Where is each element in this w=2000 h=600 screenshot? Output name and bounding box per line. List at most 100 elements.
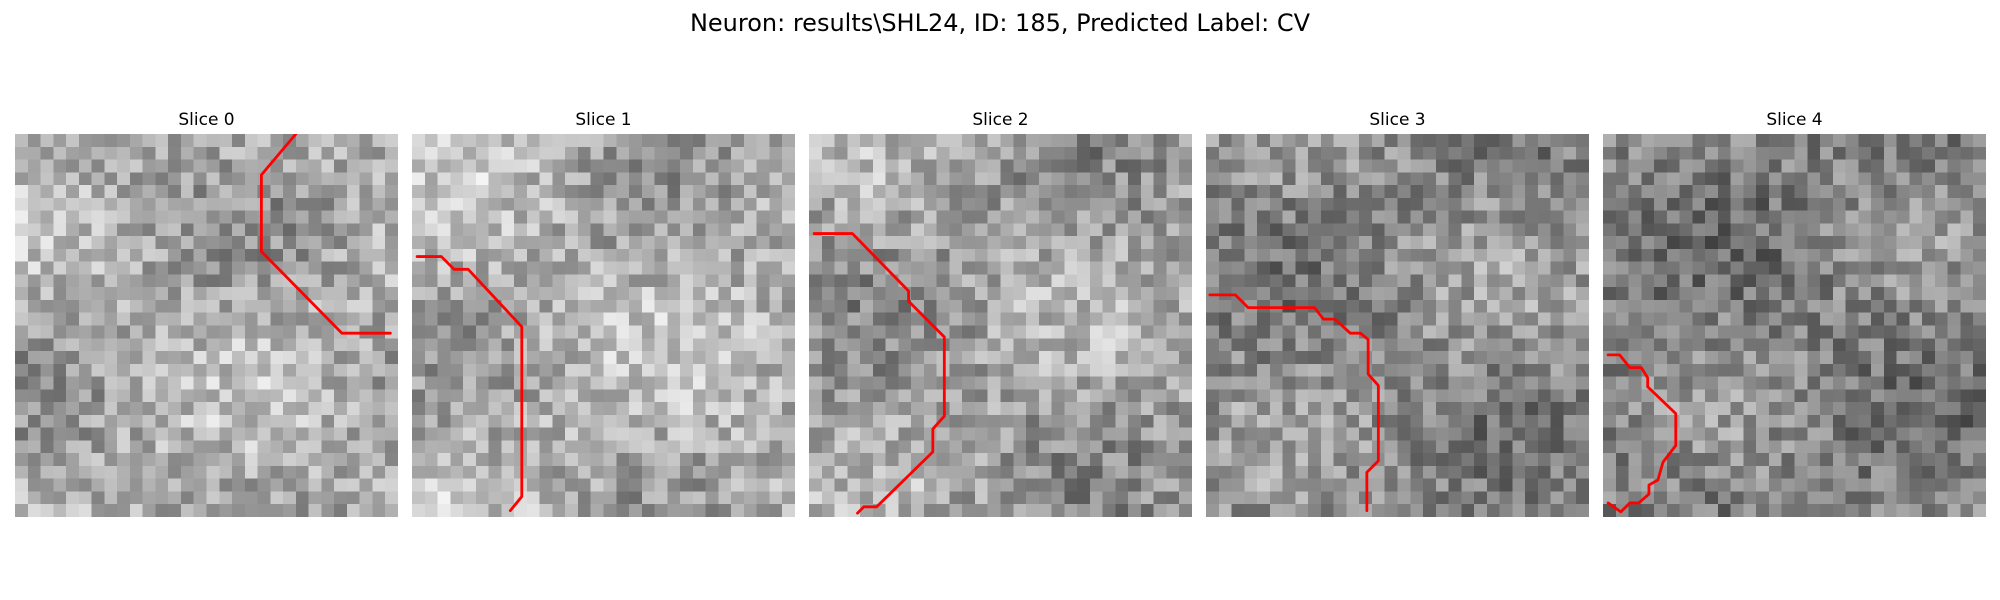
slice-pixel (1295, 414, 1309, 428)
slice-pixel (1371, 134, 1385, 148)
slice-pixel (1679, 338, 1693, 352)
slice-pixel (359, 261, 373, 275)
slice-pixel (1743, 504, 1757, 517)
slice-pixel (1820, 274, 1834, 288)
slice-pixel (1308, 248, 1322, 262)
slice-pixel (756, 389, 770, 403)
slice-pixel (1244, 287, 1258, 301)
slice-pixel (1858, 504, 1872, 517)
slice-pixel (1000, 440, 1014, 454)
slice-pixel (1781, 478, 1795, 492)
slice-pixel (1947, 325, 1961, 339)
slice-title-4: Slice 4 (1766, 110, 1823, 130)
slice-pixel (1960, 223, 1974, 237)
slice-pixel (923, 440, 937, 454)
slice-pixel (782, 236, 795, 250)
slice-pixel (1026, 223, 1040, 237)
slice-pixel (1179, 363, 1192, 377)
slice-pixel (1474, 351, 1488, 365)
slice-pixel (1026, 491, 1040, 505)
slice-pixel (1128, 185, 1142, 199)
slice-pixel (1654, 236, 1668, 250)
slice-pixel (1654, 248, 1668, 262)
slice-pixel (193, 389, 207, 403)
slice-pixel (1794, 223, 1808, 237)
slice-pixel (603, 478, 617, 492)
slice-pixel (232, 325, 246, 339)
slice-pixel (270, 210, 284, 224)
slice-pixel (834, 376, 848, 390)
slice-pixel (1628, 248, 1642, 262)
slice-pixel (949, 325, 963, 339)
slice-pixel (1295, 389, 1309, 403)
slice-pixel (1756, 491, 1770, 505)
slice-pixel (463, 389, 477, 403)
slice-pixel (526, 248, 540, 262)
slice-pixel (372, 210, 386, 224)
slice-pixel (463, 478, 477, 492)
slice-pixel (898, 504, 912, 517)
slice-pixel (577, 376, 591, 390)
slice-pixel (1705, 274, 1719, 288)
slice-pixel (1000, 274, 1014, 288)
slice-pixel (923, 325, 937, 339)
slice-pixel (1000, 261, 1014, 275)
slice-pixel (1615, 223, 1629, 237)
slice-pixel (283, 491, 297, 505)
slice-pixel (872, 223, 886, 237)
slice-pixel (488, 236, 502, 250)
slice-pixel (1013, 402, 1027, 416)
slice-pixel (1282, 172, 1296, 186)
slice-pixel (1064, 185, 1078, 199)
slice-pixel (1499, 210, 1513, 224)
slice-pixel (142, 325, 156, 339)
slice-pixel (1064, 351, 1078, 365)
slice-pixel (40, 299, 54, 313)
slice-pixel (1269, 134, 1283, 148)
slice-pixel (412, 197, 426, 211)
slice-pixel (718, 248, 732, 262)
slice-pixel (1832, 172, 1846, 186)
slice-pixel (731, 453, 745, 467)
slice-pixel (692, 376, 706, 390)
slice-pixel (1206, 172, 1220, 186)
slice-pixel (1384, 197, 1398, 211)
slice-pixel (1218, 223, 1232, 237)
slice-pixel (1384, 312, 1398, 326)
slice-pixel (53, 185, 67, 199)
slice-pixel (244, 402, 258, 416)
slice-pixel (1756, 185, 1770, 199)
slice-pixel (1064, 440, 1078, 454)
slice-pixel (1089, 504, 1103, 517)
slice-pixel (219, 287, 233, 301)
slice-pixel (488, 389, 502, 403)
slice-pixel (1295, 236, 1309, 250)
slice-pixel (501, 440, 515, 454)
slice-pixel (142, 134, 156, 148)
slice-pixel (629, 261, 643, 275)
slice-pixel (1768, 248, 1782, 262)
slice-pixel (91, 465, 105, 479)
slice-pixel (1550, 210, 1564, 224)
slice-pixel (1346, 504, 1360, 517)
slice-pixel (949, 414, 963, 428)
slice-pixel (1960, 134, 1974, 148)
slice-pixel (872, 274, 886, 288)
slice-pixel (1525, 248, 1539, 262)
slice-pixel (15, 236, 29, 250)
slice-pixel (1384, 504, 1398, 517)
slice-pixel (1013, 491, 1027, 505)
slice-pixel (1128, 325, 1142, 339)
slice-pixel (552, 478, 566, 492)
slice-pixel (1397, 440, 1411, 454)
slice-pixel (847, 325, 861, 339)
slice-pixel (809, 261, 823, 275)
slice-panel-3: Slice 3 (1206, 108, 1589, 518)
slice-pixel (129, 325, 143, 339)
slice-pixel (1512, 427, 1526, 441)
slice-pixel (1666, 376, 1680, 390)
slice-pixel (1820, 197, 1834, 211)
slice-pixel (1026, 197, 1040, 211)
slice-pixel (270, 402, 284, 416)
slice-pixel (1423, 134, 1437, 148)
